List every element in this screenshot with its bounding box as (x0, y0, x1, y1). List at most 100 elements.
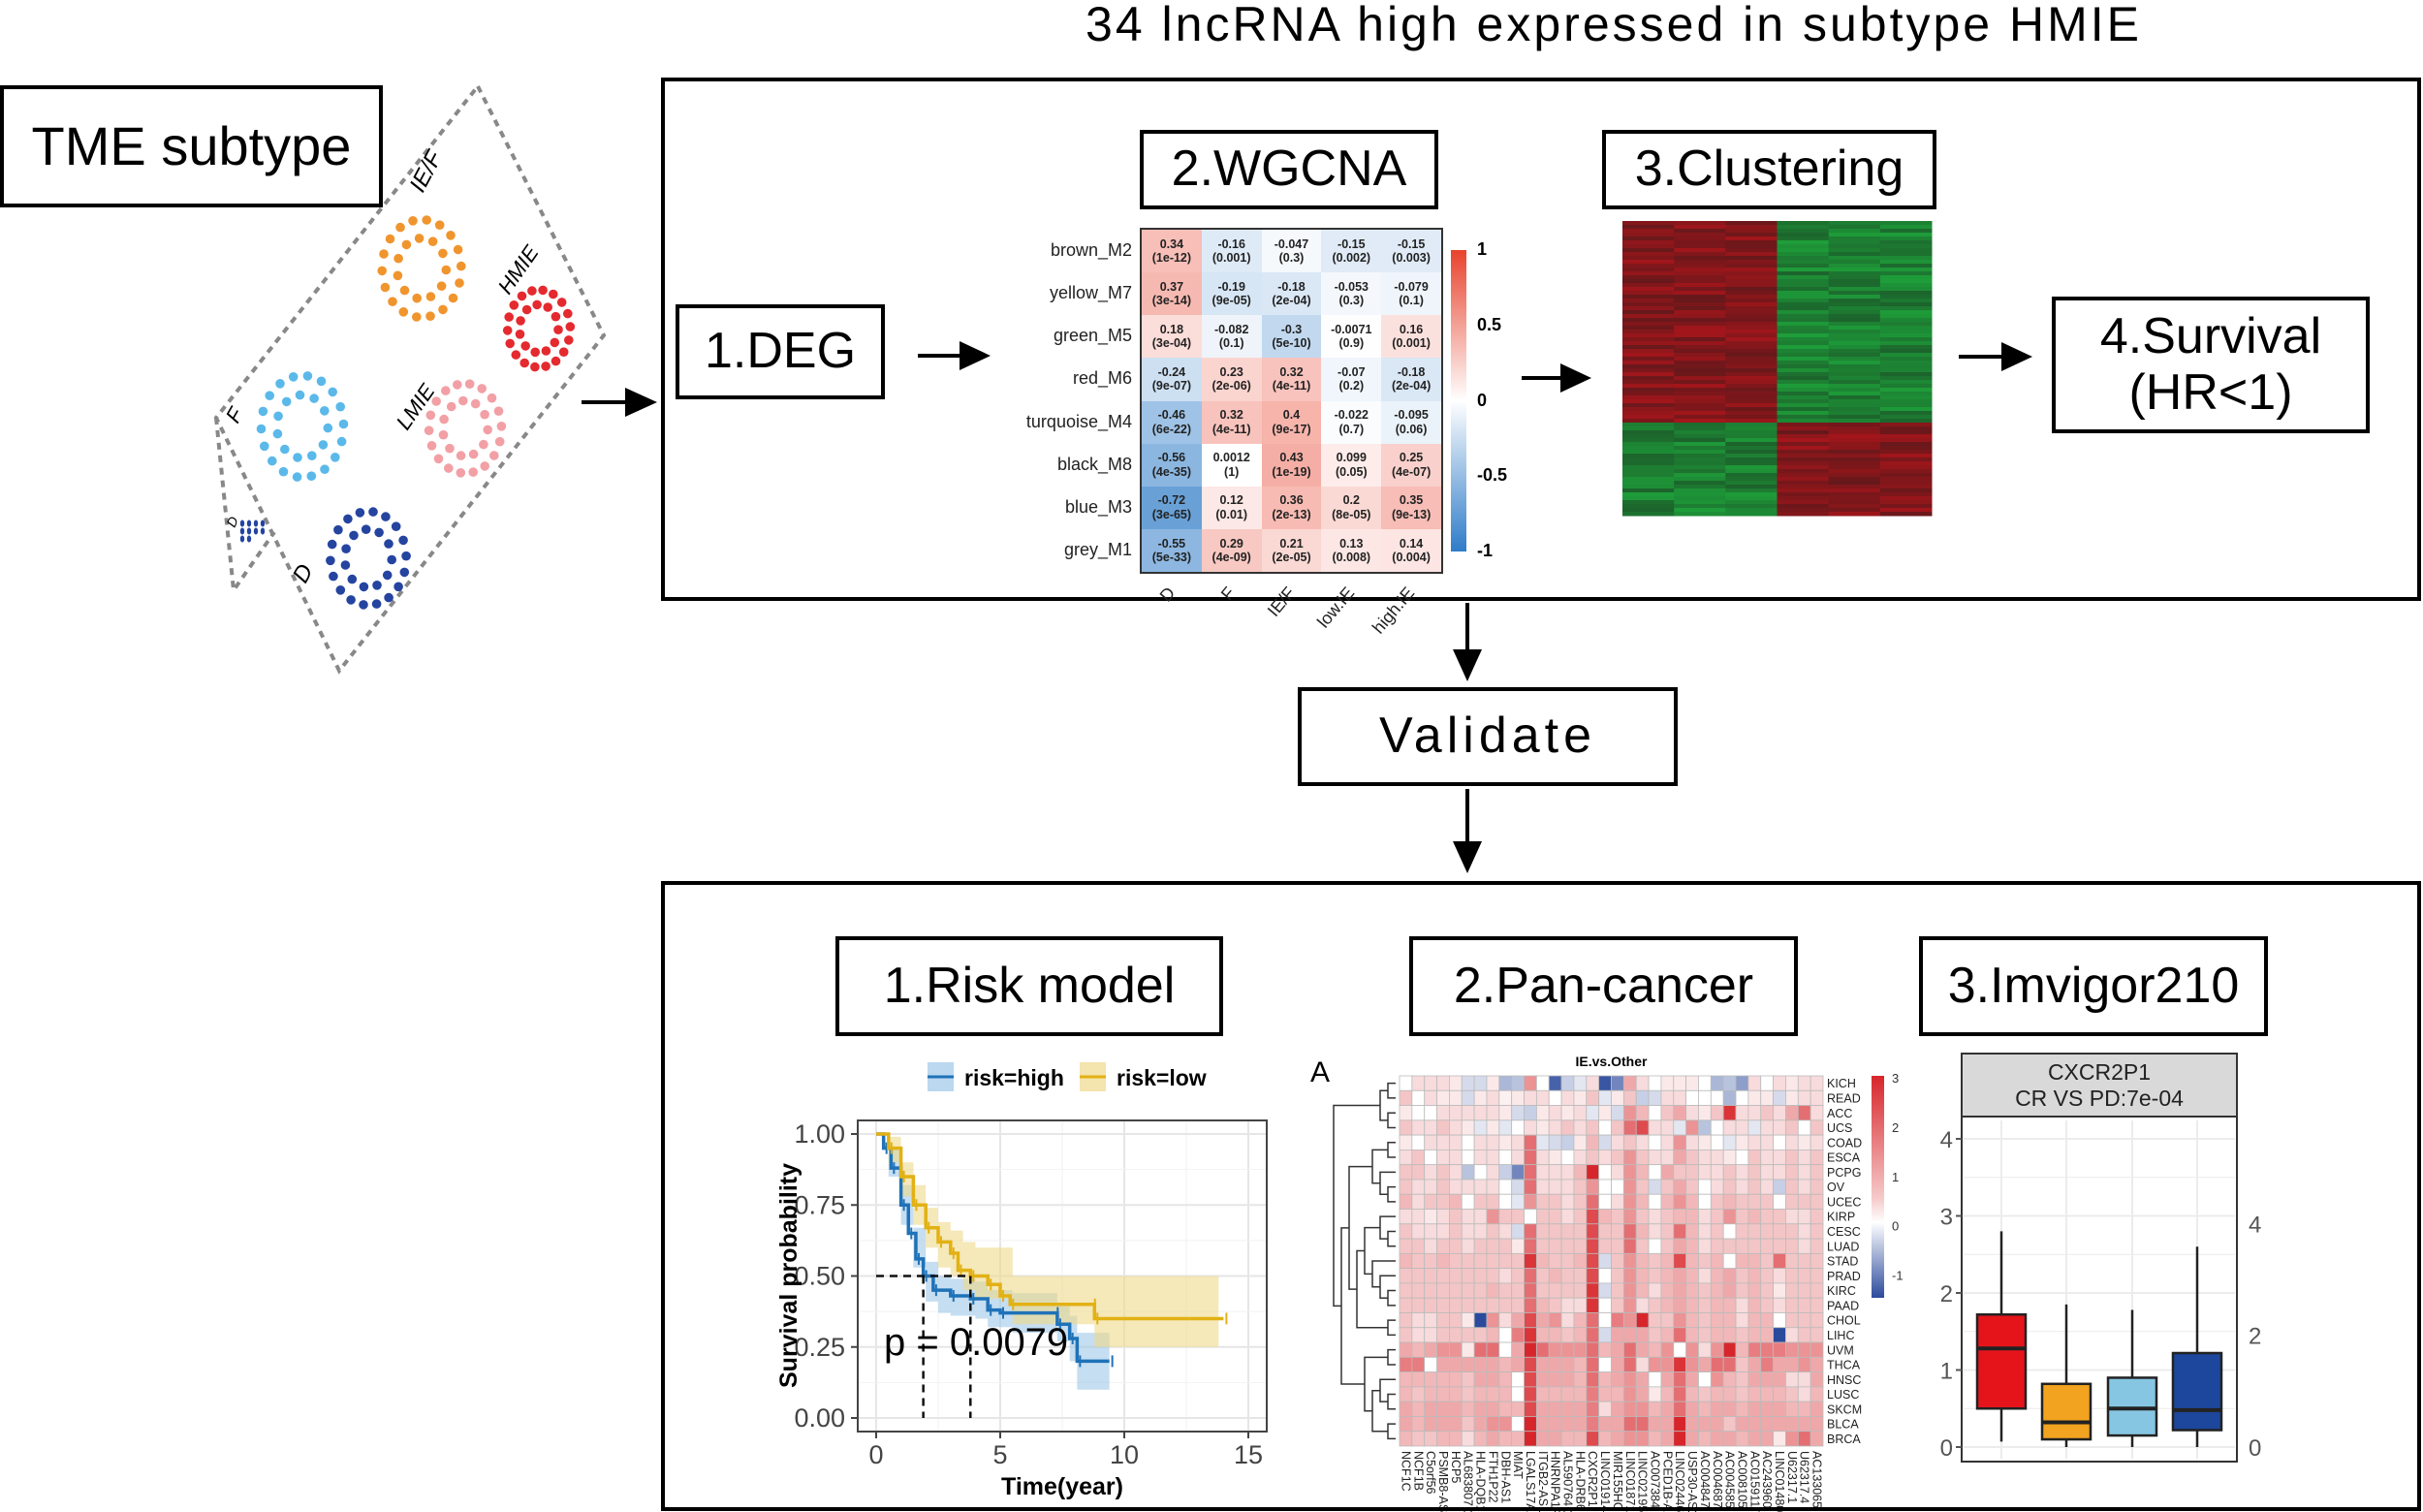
clustering-cell (1828, 330, 1881, 334)
clustering-cell (1674, 318, 1726, 323)
subtype-dot (438, 248, 448, 259)
subtype-dot (393, 582, 403, 592)
clustering-cell (1622, 485, 1675, 489)
clustering-cell (1777, 477, 1830, 482)
p-value: (0.003) (1392, 251, 1431, 266)
subtype-dot (477, 384, 488, 394)
clustering-cell (1828, 236, 1881, 241)
survival-step-box: 4.Survival (HR<1) (2052, 297, 2370, 433)
clustering-cell (1777, 457, 1830, 462)
lncrna-column-label: AC007384.1 (1648, 1451, 1661, 1512)
clustering-cell (1828, 376, 1881, 381)
clustering-cell (1879, 361, 1933, 365)
subtype-dot (246, 535, 252, 543)
clustering-cell (1725, 287, 1778, 292)
clustering-cell (1777, 392, 1830, 396)
subtype-dot (550, 337, 560, 348)
clustering-cell (1777, 353, 1830, 358)
p-value: (1) (1224, 464, 1240, 479)
wgcna-cell: 0.2 (8e-05) (1321, 486, 1382, 529)
wgcna-cell: -0.3 (5e-10) (1261, 315, 1322, 359)
clustering-cell (1879, 225, 1933, 230)
p-value: (0.9) (1338, 336, 1365, 351)
clustering-cell (1777, 244, 1830, 249)
subtype-dot (349, 530, 359, 541)
clustering-cell (1828, 442, 1881, 447)
p-value: (4e-35) (1151, 464, 1192, 479)
p-value: (0.008) (1332, 550, 1371, 564)
subtype-dot (347, 574, 358, 584)
lncrna-column-label: U62317.1 (1785, 1451, 1799, 1503)
clustering-cell (1674, 322, 1726, 327)
clustering-cell (1674, 372, 1726, 377)
clustering-cell (1725, 299, 1778, 303)
wgcna-row-label: brown_M2 (1050, 240, 1132, 261)
clustering-cell (1622, 492, 1675, 497)
colorbar-tick-label: -1 (1477, 541, 1494, 560)
subtype-dot (393, 253, 403, 264)
lncrna-column-label: MIR155HG (1611, 1451, 1624, 1512)
clustering-cell (1622, 465, 1675, 470)
clustering-cell (1777, 504, 1830, 509)
tme-subtype-label: TME subtype (31, 115, 352, 177)
subtype-dot (336, 436, 347, 447)
clustering-cell (1879, 500, 1933, 505)
p-value: (1e-12) (1151, 251, 1192, 266)
clustering-cell (1674, 240, 1726, 245)
wgcna-cell: 0.32 (4e-11) (1261, 358, 1322, 401)
subtype-dot (456, 261, 466, 271)
km-survival-plot: 0.00 0.25 0.50 0.75 1.00 0 5 10 15 Time(year) Surv… (775, 1062, 1268, 1500)
lncrna-column-label: NCF1B (1411, 1451, 1425, 1491)
cancer-row-label: PCPG (1827, 1166, 1861, 1180)
clustering-cell (1622, 419, 1675, 424)
subtype-dot (434, 220, 445, 230)
p-value: (9e-13) (1391, 507, 1432, 521)
clustering-cell (1777, 430, 1830, 435)
clustering-cell (1622, 461, 1675, 466)
clustering-cell (1725, 337, 1778, 342)
p-value: (0.01) (1215, 507, 1248, 521)
cancer-row-label: CHOL (1827, 1314, 1861, 1328)
lncrna-column-label: LINC02195 (1636, 1451, 1650, 1512)
lncrna-column-label: HCP5 (1449, 1451, 1463, 1483)
clustering-cell (1828, 457, 1881, 462)
clustering-cell (1622, 392, 1675, 396)
subtype-dot (470, 398, 481, 409)
subtype-dot (564, 335, 574, 345)
subtype-dot (258, 406, 268, 417)
cancer-row-label: UCEC (1827, 1195, 1861, 1209)
subtype-dot (253, 520, 259, 527)
clustering-cell (1622, 368, 1675, 373)
cancer-row-label: OV (1827, 1181, 1845, 1194)
clustering-cell (1622, 341, 1675, 346)
subtype-dot (422, 215, 432, 225)
wgcna-cell: 0.0012 (1) (1201, 443, 1262, 487)
subtype-dot (398, 535, 408, 546)
clustering-cell (1828, 326, 1881, 331)
clustering-cell (1879, 395, 1933, 400)
subtype-dot (293, 453, 302, 462)
box (1975, 1313, 2028, 1410)
clustering-cell (1828, 415, 1881, 420)
clustering-cell (1879, 438, 1933, 443)
correlation-value: -0.0071 (1331, 322, 1372, 336)
subtype-dot (487, 393, 497, 403)
subtype-dot (361, 524, 371, 534)
subtype-dot (372, 581, 382, 590)
secondary-y-tick-label: 4 (2249, 1212, 2261, 1238)
subtype-dot (445, 443, 455, 454)
subtype-dot (563, 308, 573, 319)
p-value: (0.05) (1335, 464, 1368, 479)
subtype-dot (556, 298, 567, 307)
lncrna-column-label: AC243960.1 (1760, 1451, 1774, 1512)
clustering-cell (1828, 384, 1881, 389)
clustering-cell (1725, 361, 1778, 365)
subtype-dot (265, 391, 275, 401)
clustering-cell (1879, 279, 1933, 284)
subtype-dot (260, 520, 266, 527)
clustering-cell (1622, 225, 1675, 230)
clustering-cell (1622, 430, 1675, 435)
clustering-cell (1879, 430, 1933, 435)
clustering-cell (1622, 330, 1675, 334)
